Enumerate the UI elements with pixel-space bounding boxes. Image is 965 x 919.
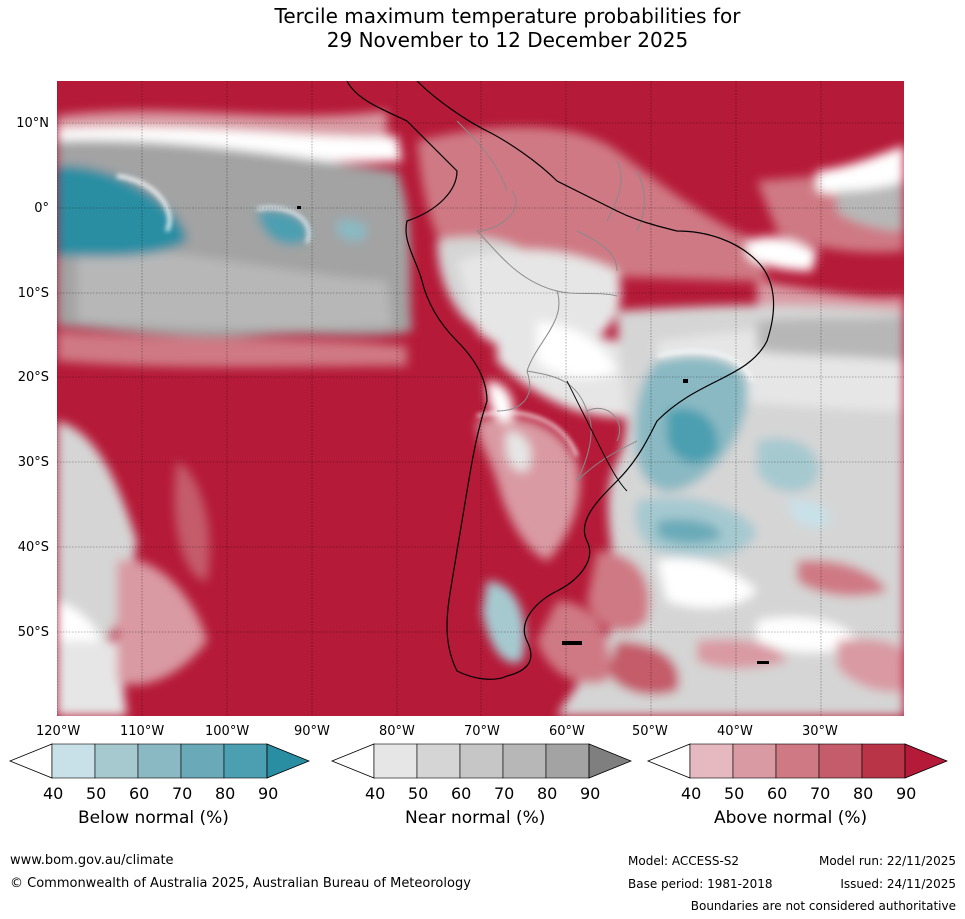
- above-swatch: [861, 743, 906, 779]
- copyright-text: © Commonwealth of Australia 2025, Austra…: [10, 876, 471, 891]
- lat-label-0: 0°: [34, 201, 49, 216]
- lon-label-120w: 120°W: [36, 724, 81, 739]
- above-swatch: [775, 743, 820, 779]
- colorbar-below: [8, 743, 310, 779]
- below-swatch: [51, 743, 96, 779]
- probability-map: [57, 81, 904, 716]
- lon-label-90w: 90°W: [294, 724, 330, 739]
- model-run-text: Model run: 22/11/2025: [818, 854, 956, 868]
- contour-accents: [116, 174, 754, 457]
- tick: 40: [43, 784, 64, 803]
- near-swatch: [373, 743, 418, 779]
- lat-label-10s: 10°S: [17, 286, 49, 301]
- below-swatch: [94, 743, 139, 779]
- colorbar-near: [330, 743, 632, 779]
- above-swatch: [689, 743, 734, 779]
- tick: 80: [215, 784, 236, 803]
- tick: 60: [767, 784, 788, 803]
- title-line-1: Tercile maximum temperature probabilitie…: [274, 4, 741, 28]
- lon-label-60w: 60°W: [549, 724, 585, 739]
- tick: 60: [451, 784, 472, 803]
- lon-label-40w: 40°W: [717, 724, 753, 739]
- graticule: [57, 81, 904, 716]
- tick: 70: [494, 784, 515, 803]
- lat-label-40s: 40°S: [17, 540, 49, 555]
- tick: 50: [408, 784, 429, 803]
- tick: 90: [258, 784, 279, 803]
- probability-shading: [57, 111, 904, 716]
- tick: 50: [724, 784, 745, 803]
- tick: 80: [537, 784, 558, 803]
- below-extend-low: [8, 743, 53, 779]
- model-text: Model: ACCESS-S2: [628, 854, 740, 868]
- near-swatch: [416, 743, 461, 779]
- lon-label-70w: 70°W: [464, 724, 500, 739]
- lat-label-30s: 30°S: [17, 455, 49, 470]
- issued-text: Issued: 24/11/2025: [840, 877, 956, 891]
- lon-label-110w: 110°W: [120, 724, 165, 739]
- lat-label-50s: 50°S: [17, 625, 49, 640]
- colorbar-near-title: Near normal (%): [405, 808, 546, 828]
- tick: 40: [681, 784, 702, 803]
- colorbar-above-title: Above normal (%): [714, 808, 868, 828]
- lon-label-30w: 30°W: [802, 724, 838, 739]
- near-swatch: [459, 743, 504, 779]
- lat-label-10n: 10°N: [16, 116, 49, 131]
- tick: 70: [810, 784, 831, 803]
- colorbar-above: [646, 743, 948, 779]
- below-swatch: [137, 743, 182, 779]
- title-line-2: 29 November to 12 December 2025: [326, 28, 689, 52]
- above-swatch: [732, 743, 777, 779]
- near-extend-high: [588, 743, 632, 779]
- lon-label-80w: 80°W: [379, 724, 415, 739]
- below-extend-high: [266, 743, 310, 779]
- tick: 90: [896, 784, 917, 803]
- tick: 40: [365, 784, 386, 803]
- tick: 90: [580, 784, 601, 803]
- near-swatch: [502, 743, 547, 779]
- coastline: [346, 81, 775, 680]
- disclaimer-text: Boundaries are not considered authoritat…: [690, 899, 956, 913]
- base-period-text: Base period: 1981-2018: [628, 877, 773, 891]
- below-swatch: [223, 743, 268, 779]
- lon-label-50w: 50°W: [632, 724, 668, 739]
- tick: 50: [86, 784, 107, 803]
- near-extend-low: [330, 743, 375, 779]
- lat-label-20s: 20°S: [17, 370, 49, 385]
- tick: 60: [129, 784, 150, 803]
- below-swatch: [180, 743, 225, 779]
- map-title: Tercile maximum temperature probabilitie…: [0, 4, 965, 52]
- lon-label-100w: 100°W: [205, 724, 250, 739]
- above-swatch: [818, 743, 863, 779]
- tick: 70: [172, 784, 193, 803]
- above-extend-low: [646, 743, 691, 779]
- near-swatch: [545, 743, 590, 779]
- colorbar-below-title: Below normal (%): [78, 808, 229, 828]
- country-boundaries: [456, 120, 645, 482]
- islands: [297, 206, 769, 664]
- above-extend-high: [904, 743, 948, 779]
- tick: 80: [853, 784, 874, 803]
- website-link[interactable]: www.bom.gov.au/climate: [10, 853, 174, 868]
